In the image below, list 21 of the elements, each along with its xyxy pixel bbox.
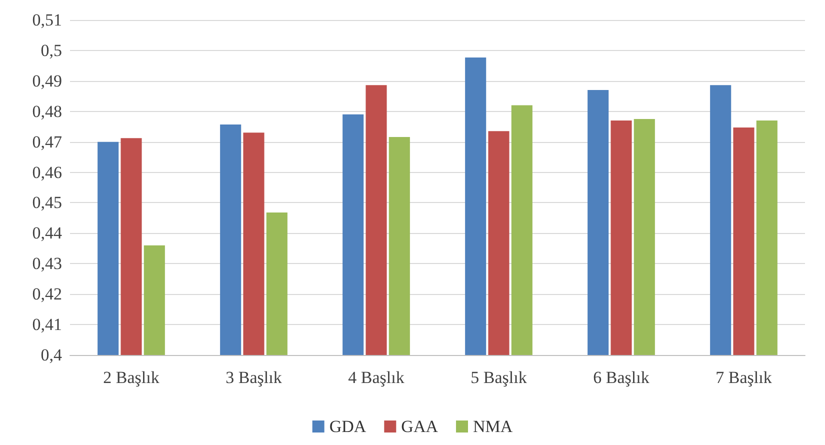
x-tick-label: 2 Başlık	[103, 368, 160, 387]
y-tick-label: 0,45	[32, 193, 62, 212]
y-tick-label: 0,46	[32, 162, 62, 182]
x-tick-label: 5 Başlık	[470, 368, 528, 387]
x-tick-label: 4 Başlık	[348, 368, 405, 387]
y-tick-label: 0,4	[40, 346, 62, 364]
legend-label: NMA	[472, 417, 514, 436]
legend-label: GDA	[329, 417, 367, 436]
y-tick-label: 0,44	[32, 224, 62, 243]
y-tick-label: 0,43	[32, 254, 62, 274]
y-tick-label: 0,48	[32, 102, 62, 121]
legend-label: GAA	[401, 417, 439, 436]
y-tick-label: 0,5	[40, 40, 62, 60]
y-tick-label: 0,51	[32, 10, 62, 30]
y-tick-label: 0,41	[32, 315, 62, 334]
x-tick-label: 7 Başlık	[716, 368, 772, 387]
y-tick-label: 0,42	[32, 284, 62, 304]
x-tick-label: 3 Başlık	[226, 368, 282, 387]
y-tick-label: 0,49	[32, 71, 62, 90]
y-tick-label: 0,47	[32, 132, 62, 152]
x-tick-label: 6 Başlık	[593, 368, 650, 387]
